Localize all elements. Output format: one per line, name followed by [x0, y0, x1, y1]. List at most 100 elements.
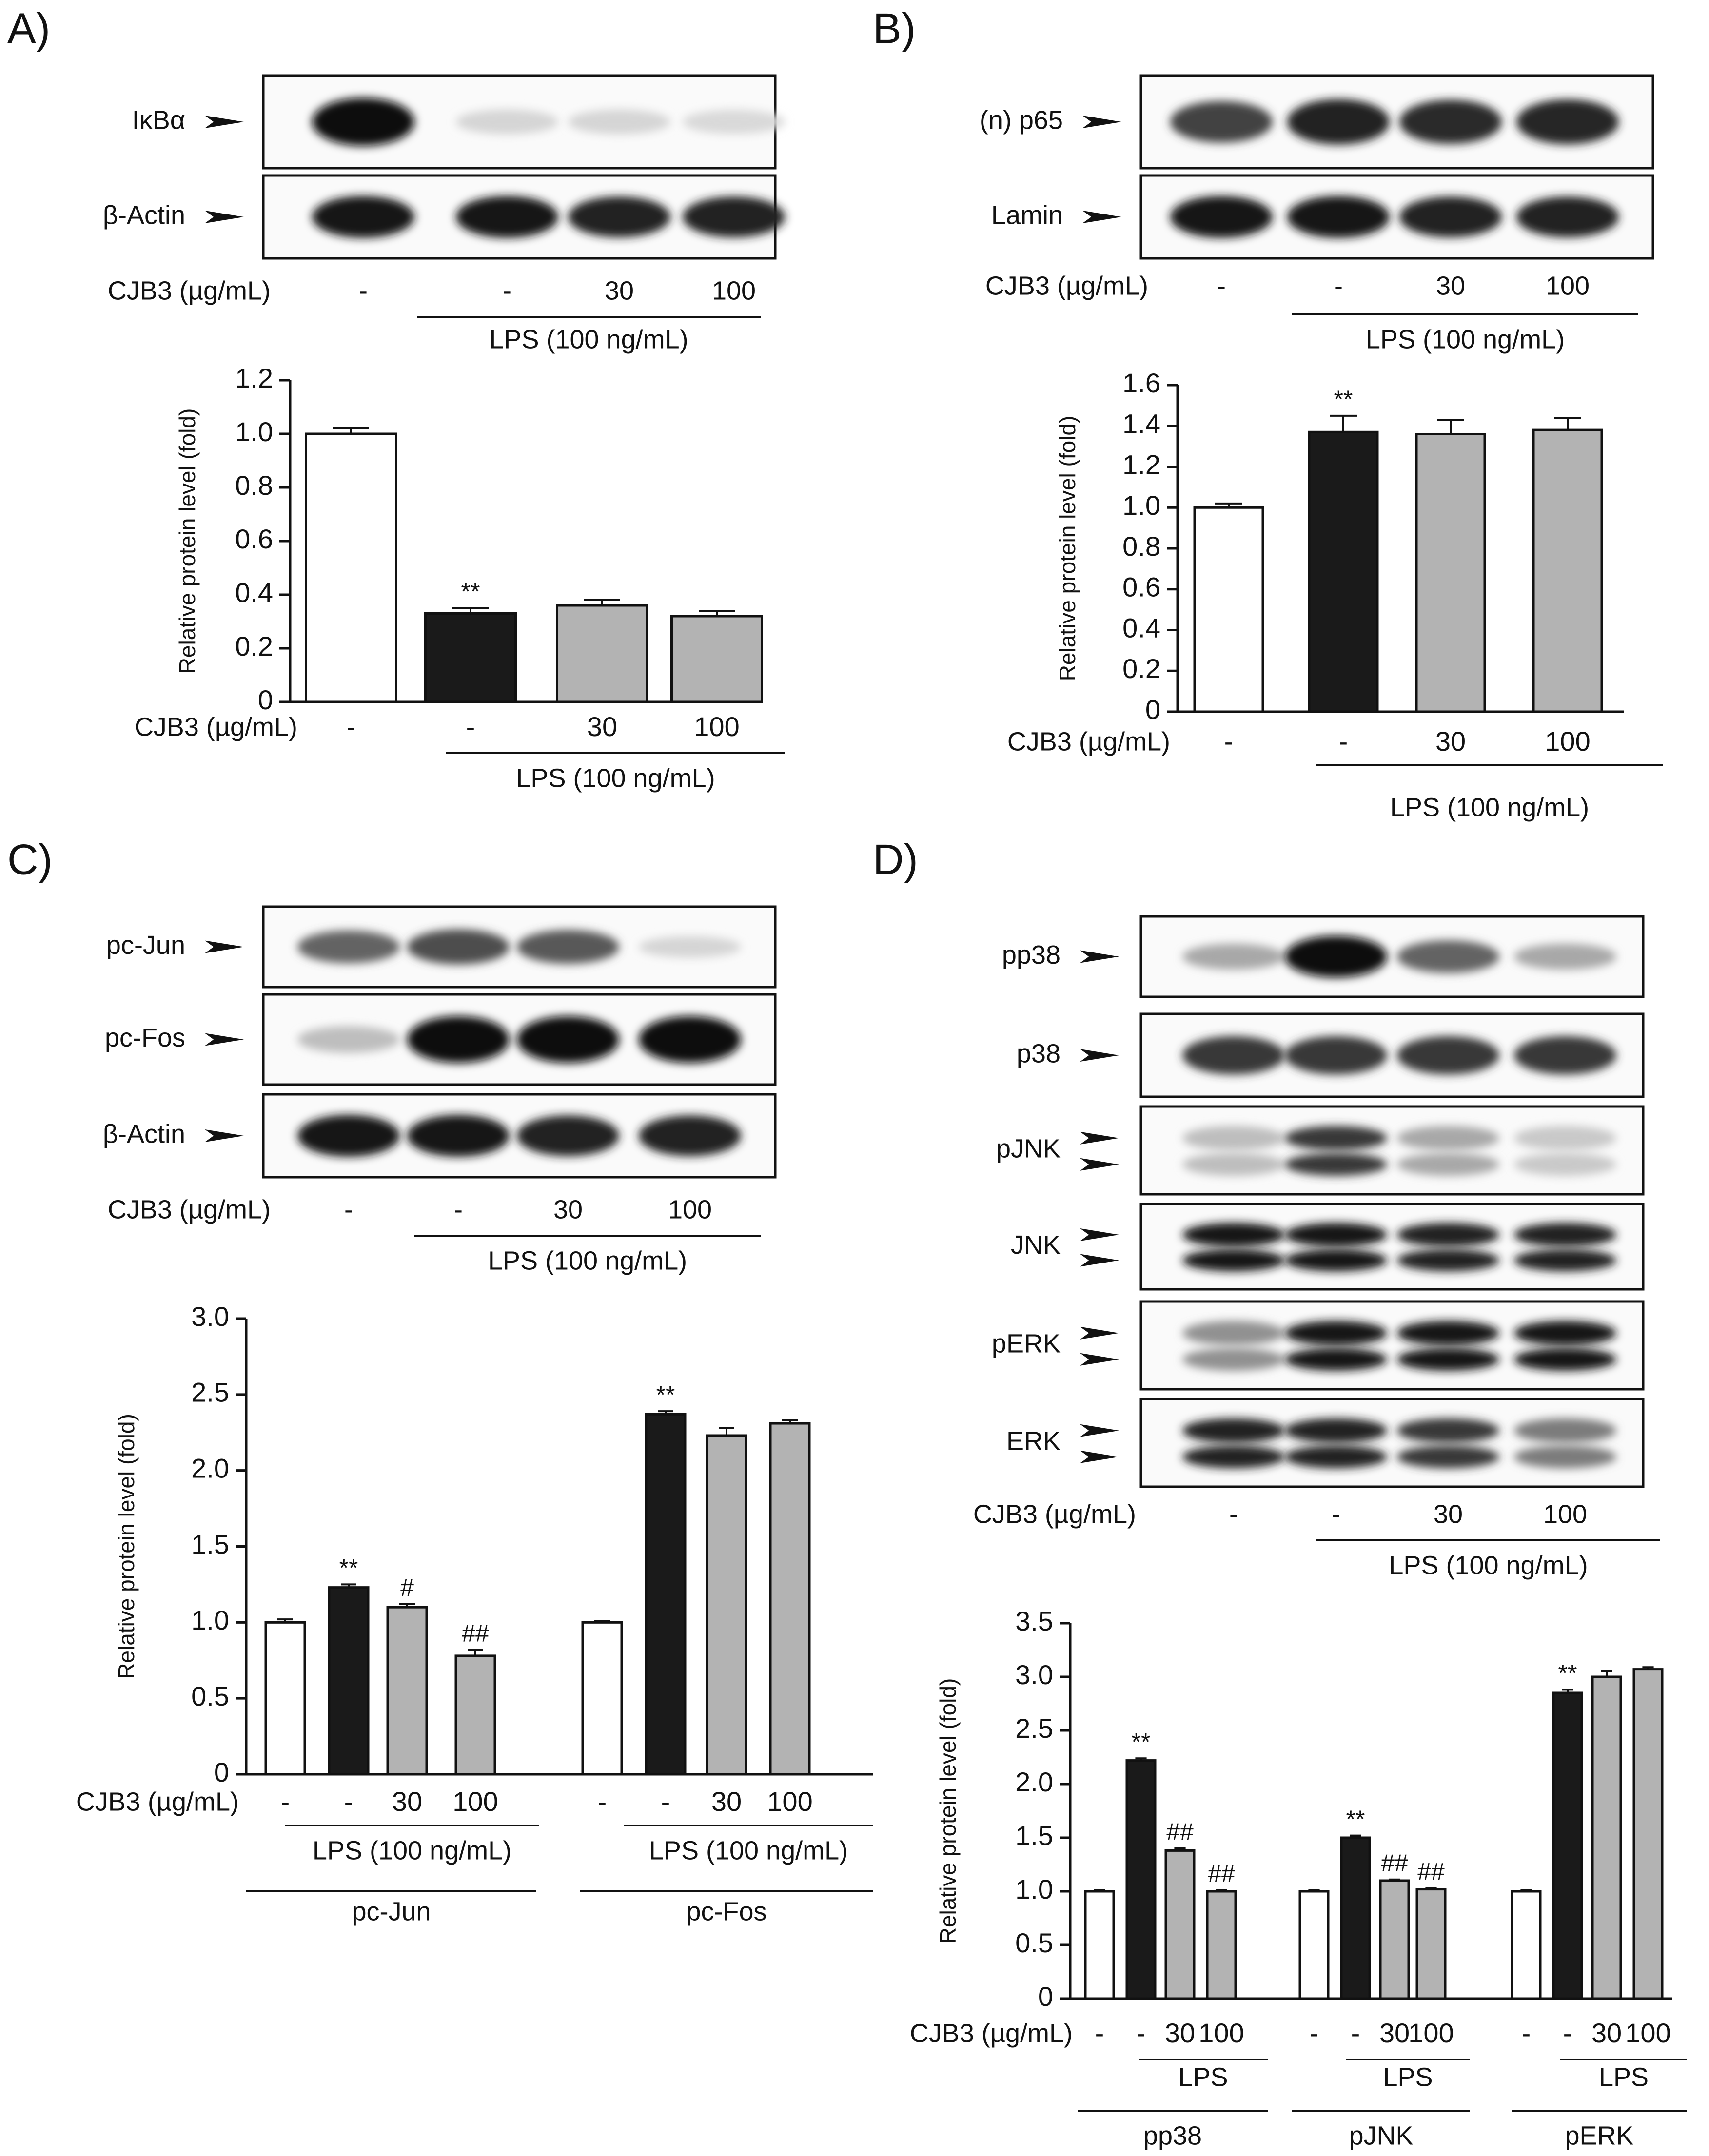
dose-label: - — [466, 711, 475, 742]
y-tick-label: 3.0 — [1015, 1659, 1053, 1690]
significance-label: ## — [1166, 1818, 1194, 1845]
arrow-icon — [1082, 211, 1121, 223]
bar — [1125, 1759, 1157, 2000]
band — [1514, 1249, 1616, 1272]
band — [517, 1016, 619, 1063]
band — [456, 195, 558, 238]
y-tick-label: 2.5 — [1015, 1713, 1053, 1744]
y-tick-label: 1.0 — [1015, 1874, 1053, 1904]
bar-group: - ** - 30 100 LPS (100 ng/mL) pc-Fos — [580, 1381, 873, 1926]
dose-label: 100 — [1546, 271, 1590, 300]
lps-label: LPS (100 ng/mL) — [1366, 325, 1565, 354]
arrow-icon — [205, 940, 244, 953]
y-tick-label: 2.0 — [1015, 1767, 1053, 1797]
dose-label: 100 — [1543, 1499, 1587, 1529]
blot-row: β-Actin — [103, 174, 785, 260]
blot-row: pJNK — [996, 1105, 1645, 1196]
lps-label: LPS (100 ng/mL) — [649, 1836, 848, 1865]
arrow-icon — [1080, 1326, 1119, 1340]
y-tick-label: 1.5 — [191, 1529, 229, 1559]
band — [1514, 1348, 1616, 1371]
band — [1397, 1036, 1499, 1075]
blot-label: pp38 — [1002, 940, 1061, 970]
dose-label: - — [454, 1195, 463, 1224]
y-axis-label: Relative protein level (fold) — [935, 1678, 961, 1944]
arrow-icon — [205, 116, 244, 128]
band — [1514, 1223, 1616, 1247]
band — [1514, 1321, 1616, 1345]
arrow-icon — [1080, 950, 1119, 963]
blot-row: pERK — [992, 1300, 1645, 1391]
blot-label: pc-Fos — [105, 1023, 185, 1052]
dose-label: - — [347, 711, 356, 742]
band — [1397, 1126, 1499, 1150]
bar-chart-D: 0 0.5 1.0 1.5 2.0 2.5 3.0 3.5 Relative protein l… — [910, 1606, 1687, 2150]
arrow-icon — [1080, 1450, 1119, 1463]
lps-label: LPS (100 ng/mL) — [516, 763, 715, 793]
dose-label: 100 — [694, 711, 739, 742]
y-tick-label: 0 — [214, 1757, 229, 1787]
dose-label: - — [503, 276, 511, 305]
blot-row: pc-Fos — [105, 993, 777, 1086]
y-tick-label: 0.5 — [1015, 1927, 1053, 1958]
y-tick-label: 1.2 — [1122, 449, 1160, 480]
band — [1397, 1418, 1499, 1443]
y-tick-label: 1.0 — [191, 1605, 229, 1635]
band — [407, 1016, 510, 1063]
band — [1285, 1126, 1387, 1150]
lps-label: LPS (100 ng/mL) — [488, 1246, 687, 1275]
bar — [1340, 1836, 1371, 2000]
treatment-label: CJB3 (µg/mL) — [108, 1195, 271, 1224]
dose-label: - — [1332, 1499, 1340, 1529]
bar — [706, 1434, 747, 1776]
dose-label: 30 — [1434, 1499, 1463, 1529]
dose-label: 30 — [392, 1786, 422, 1817]
y-tick-label: 1.6 — [1122, 368, 1160, 398]
y-tick-label: 0.4 — [1122, 612, 1160, 643]
band — [297, 1114, 400, 1157]
band — [1397, 1445, 1499, 1469]
arrow-icon — [205, 1033, 244, 1046]
band — [1182, 1348, 1285, 1371]
band — [1514, 1153, 1616, 1176]
blot-label: (n) p65 — [980, 105, 1063, 135]
panel-letter-D: D) — [873, 835, 918, 883]
arrow-icon — [205, 211, 244, 223]
band — [297, 1026, 400, 1053]
bar-chart-A: 0 0.2 0.4 0.6 0.8 1.0 1.2 Relative protein leve… — [135, 363, 785, 793]
bar — [386, 1606, 428, 1776]
bar — [424, 612, 517, 703]
band — [1514, 1126, 1616, 1150]
blot-label: pc-Jun — [106, 931, 185, 960]
arrow-icon — [1080, 1353, 1119, 1366]
band — [1285, 1418, 1387, 1443]
group-label: pERK — [1565, 2121, 1633, 2150]
band — [407, 1114, 510, 1157]
dose-label: - — [1351, 2018, 1360, 2048]
band — [1170, 195, 1273, 238]
arrow-icon — [1080, 1424, 1119, 1437]
blot-frame — [1139, 1105, 1645, 1196]
dose-label: - — [344, 1195, 353, 1224]
bar-group: - ** - 30 100 LPS (100 ng/mL) — [1193, 386, 1663, 822]
panel-letter-A: A) — [7, 4, 50, 52]
blot-panel-D: pp38 p38 pJNK JNK pERK ERK CJB3 (µg/mL) - - 30 100… — [973, 915, 1660, 1580]
band — [1397, 1249, 1499, 1272]
blot-row: JNK — [1011, 1203, 1645, 1291]
band — [312, 195, 414, 238]
blot-row: pc-Jun — [106, 905, 777, 989]
y-tick-label: 1.2 — [235, 363, 273, 393]
blot-row: IκBα — [132, 74, 785, 170]
treatment-label: CJB3 (µg/mL) — [985, 271, 1148, 300]
y-tick-label: 1.4 — [1122, 408, 1160, 439]
bar — [305, 432, 397, 703]
band — [639, 1115, 741, 1156]
dose-label: - — [281, 1786, 290, 1817]
band — [639, 936, 741, 958]
band — [639, 1016, 741, 1063]
y-tick-label: 0.8 — [1122, 531, 1160, 562]
dose-label: - — [344, 1786, 354, 1817]
y-tick-label: 0.6 — [1122, 572, 1160, 602]
